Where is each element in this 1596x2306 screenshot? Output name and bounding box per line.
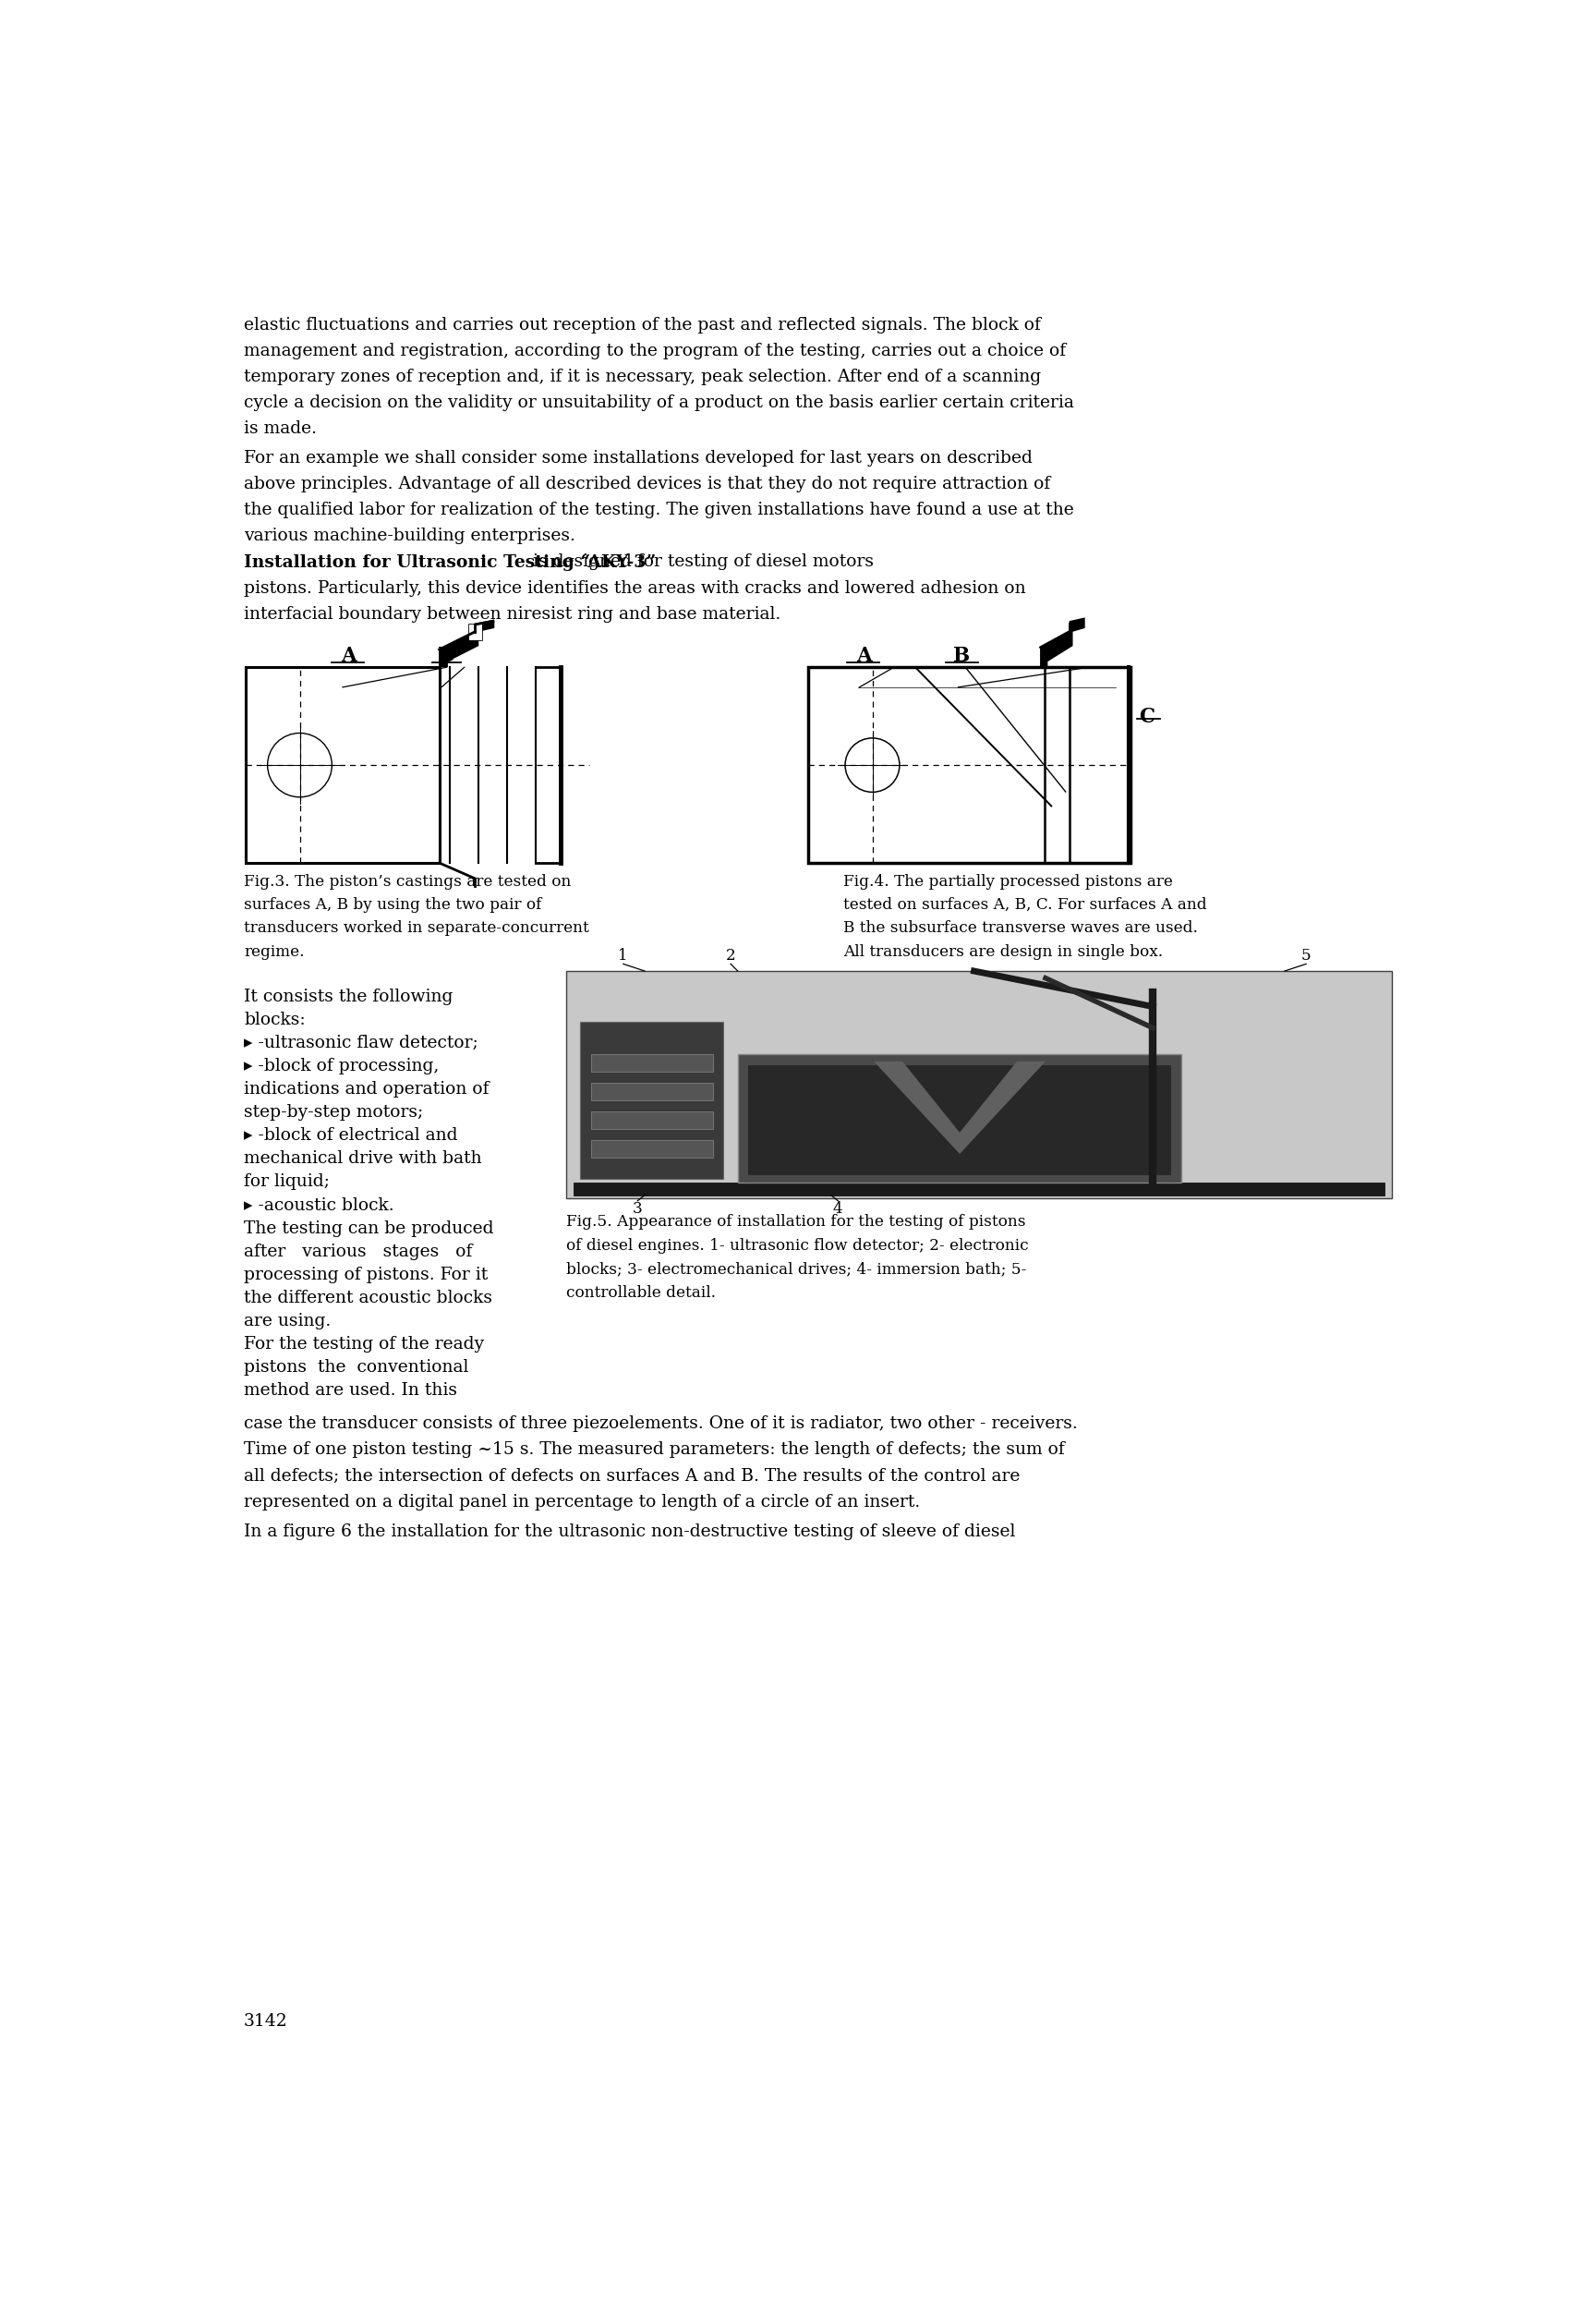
Text: management and registration, according to the program of the testing, carries ou: management and registration, according t… — [244, 344, 1066, 360]
Text: Fig.4. The partially processed pistons are: Fig.4. The partially processed pistons a… — [843, 874, 1173, 890]
Bar — [808, 666, 1130, 862]
Bar — [246, 666, 439, 862]
Text: A: A — [340, 646, 356, 666]
Text: In a figure 6 the installation for the ultrasonic non-destructive testing of sle: In a figure 6 the installation for the u… — [244, 1522, 1015, 1540]
Text: Fig.5. Appearance of installation for the testing of pistons: Fig.5. Appearance of installation for th… — [567, 1215, 1026, 1229]
Text: C: C — [1138, 706, 1154, 726]
Text: represented on a digital panel in percentage to length of a circle of an insert.: represented on a digital panel in percen… — [244, 1494, 921, 1510]
Text: step-by-step motors;: step-by-step motors; — [244, 1105, 423, 1121]
Text: It consists the following: It consists the following — [244, 989, 453, 1005]
Text: method are used. In this: method are used. In this — [244, 1381, 456, 1397]
Text: pistons  the  conventional: pistons the conventional — [244, 1358, 469, 1374]
Text: case the transducer consists of three piezoelements. One of it is radiator, two : case the transducer consists of three pi… — [244, 1416, 1077, 1432]
Text: B the subsurface transverse waves are used.: B the subsurface transverse waves are us… — [843, 920, 1197, 936]
Text: above principles. Advantage of all described devices is that they do not require: above principles. Advantage of all descr… — [244, 475, 1050, 493]
Text: surfaces A, B by using the two pair of: surfaces A, B by using the two pair of — [244, 897, 541, 913]
Text: pistons. Particularly, this device identifies the areas with cracks and lowered : pistons. Particularly, this device ident… — [244, 579, 1026, 597]
Bar — [591, 1054, 713, 1072]
Text: is designed for testing of diesel motors: is designed for testing of diesel motors — [527, 553, 873, 570]
Bar — [591, 1111, 713, 1130]
Text: Time of one piston testing ~15 s. The measured parameters: the length of defects: Time of one piston testing ~15 s. The me… — [244, 1441, 1065, 1457]
Bar — [469, 625, 482, 641]
Text: indications and operation of: indications and operation of — [244, 1082, 488, 1098]
Text: 3: 3 — [632, 1201, 643, 1218]
Bar — [749, 1065, 1171, 1176]
Text: interfacial boundary between niresist ring and base material.: interfacial boundary between niresist ri… — [244, 606, 780, 623]
Text: for liquid;: for liquid; — [244, 1174, 330, 1190]
Bar — [573, 1183, 1385, 1195]
Text: is made.: is made. — [244, 420, 318, 438]
Text: 1: 1 — [618, 948, 629, 964]
Text: B: B — [953, 646, 970, 666]
Bar — [567, 971, 1392, 1199]
Text: ▸ -acoustic block.: ▸ -acoustic block. — [244, 1197, 394, 1213]
Text: various machine-building enterprises.: various machine-building enterprises. — [244, 528, 575, 544]
Polygon shape — [1041, 618, 1085, 666]
Text: ▸ -ultrasonic flaw detector;: ▸ -ultrasonic flaw detector; — [244, 1035, 479, 1052]
Text: after   various   stages   of: after various stages of — [244, 1243, 472, 1259]
Text: of diesel engines. 1- ultrasonic flow detector; 2- electronic: of diesel engines. 1- ultrasonic flow de… — [567, 1238, 1028, 1254]
Text: The testing can be produced: The testing can be produced — [244, 1220, 493, 1236]
Text: 2: 2 — [726, 948, 736, 964]
Text: blocks; 3- electromechanical drives; 4- immersion bath; 5-: blocks; 3- electromechanical drives; 4- … — [567, 1261, 1026, 1278]
Bar — [591, 1139, 713, 1158]
Bar — [581, 1022, 723, 1178]
Text: regime.: regime. — [244, 943, 305, 959]
Text: 3142: 3142 — [244, 2013, 287, 2029]
Text: temporary zones of reception and, if it is necessary, peak selection. After end : temporary zones of reception and, if it … — [244, 369, 1041, 385]
Text: B: B — [437, 646, 455, 666]
Text: blocks:: blocks: — [244, 1012, 305, 1028]
Text: 4: 4 — [833, 1201, 843, 1218]
Text: Installation for Ultrasonic Testing “AKY-3”: Installation for Ultrasonic Testing “AKY… — [244, 553, 656, 572]
Text: ▸ -block of electrical and: ▸ -block of electrical and — [244, 1128, 458, 1144]
Bar — [591, 1084, 713, 1100]
Polygon shape — [439, 620, 495, 666]
Text: mechanical drive with bath: mechanical drive with bath — [244, 1151, 482, 1167]
Polygon shape — [469, 625, 482, 641]
Text: 5: 5 — [1301, 948, 1310, 964]
Text: transducers worked in separate-concurrent: transducers worked in separate-concurren… — [244, 920, 589, 936]
Text: For an example we shall consider some installations developed for last years on : For an example we shall consider some in… — [244, 450, 1033, 466]
Text: controllable detail.: controllable detail. — [567, 1284, 715, 1301]
Bar — [737, 1054, 1181, 1183]
Text: processing of pistons. For it: processing of pistons. For it — [244, 1266, 488, 1282]
Text: cycle a decision on the validity or unsuitability of a product on the basis earl: cycle a decision on the validity or unsu… — [244, 394, 1074, 410]
Text: A: A — [855, 646, 871, 666]
Text: tested on surfaces A, B, C. For surfaces A and: tested on surfaces A, B, C. For surfaces… — [843, 897, 1207, 913]
Text: all defects; the intersection of defects on surfaces A and B. The results of the: all defects; the intersection of defects… — [244, 1467, 1020, 1485]
Text: For the testing of the ready: For the testing of the ready — [244, 1335, 484, 1351]
Text: are using.: are using. — [244, 1312, 330, 1328]
Text: ▸ -block of processing,: ▸ -block of processing, — [244, 1058, 439, 1075]
Text: the qualified labor for realization of the testing. The given installations have: the qualified labor for realization of t… — [244, 503, 1074, 519]
Polygon shape — [873, 1061, 1045, 1153]
Text: the different acoustic blocks: the different acoustic blocks — [244, 1289, 492, 1305]
Text: All transducers are design in single box.: All transducers are design in single box… — [843, 943, 1163, 959]
Text: elastic fluctuations and carries out reception of the past and reflected signals: elastic fluctuations and carries out rec… — [244, 316, 1041, 332]
Text: Fig.3. The piston’s castings are tested on: Fig.3. The piston’s castings are tested … — [244, 874, 571, 890]
